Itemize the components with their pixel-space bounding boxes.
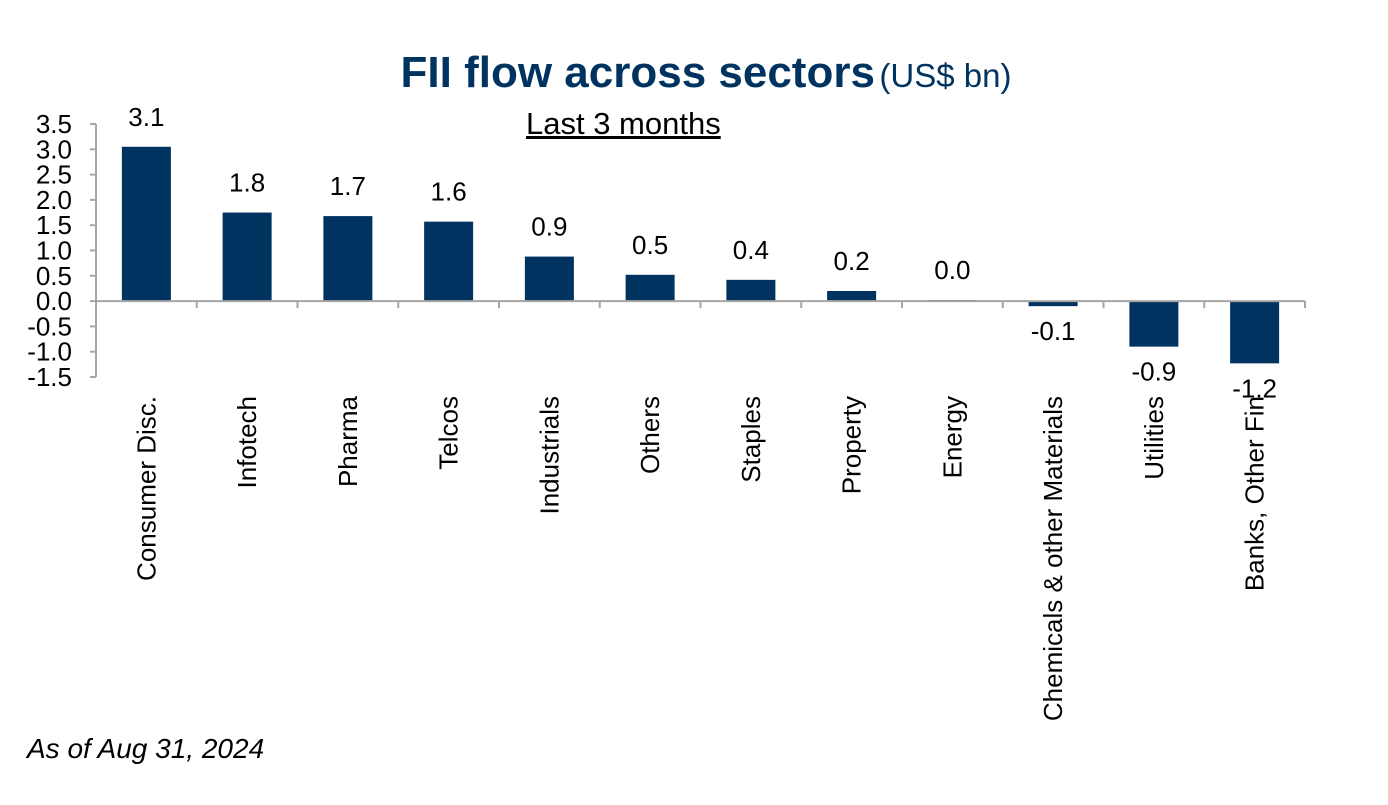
category-label: Consumer Disc. [131,396,161,581]
category-label: Energy [937,396,967,478]
bar [222,212,272,302]
chart-title: FII flow across sectors (US$ bn) [0,48,1388,98]
as-of-footnote: As of Aug 31, 2024 [27,733,265,764]
bar [323,216,373,302]
y-tick-label: -0.5 [27,311,72,341]
category-label: Utilities [1139,396,1169,480]
y-tick-label: -1.0 [27,337,72,367]
category-label: Telcos [434,396,464,470]
bar [827,290,877,302]
data-label: 0.9 [531,212,567,242]
y-tick-label: 3.0 [36,134,72,164]
category-label: Industrials [534,396,564,515]
data-label: 0.5 [632,230,668,260]
data-label: 1.7 [330,171,366,201]
bar [625,274,675,302]
chart-subtitle: Last 3 months [526,106,721,141]
chart-title-main: FII flow across sectors [400,48,875,97]
bar [1028,301,1078,307]
data-label: -0.1 [1031,316,1076,346]
y-tick-label: 1.0 [36,236,72,266]
y-tick-label: -1.5 [27,362,72,392]
data-label: 1.8 [229,168,265,198]
category-label: Staples [736,396,766,483]
category-label: Chemicals & other Materials [1038,396,1068,721]
y-tick-label: 3.5 [36,109,72,139]
data-label: -1.2 [1232,373,1277,403]
y-tick-label: 2.0 [36,185,72,215]
data-label: 1.6 [431,177,467,207]
bar [1129,301,1179,347]
bar [424,221,474,302]
bar [726,279,776,302]
category-label: Property [837,396,867,494]
category-label: Pharma [333,395,363,487]
bar [524,256,574,302]
category-label: Banks, Other Fin [1240,396,1270,591]
category-label: Others [635,396,665,474]
y-tick-label: 2.5 [36,160,72,190]
y-tick-label: 0.0 [36,286,72,316]
y-tick-label: 1.5 [36,210,72,240]
data-label: 3.1 [128,102,164,132]
category-label: Infotech [232,396,262,489]
bar [1230,301,1280,364]
data-label: 0.4 [733,235,769,265]
bar [121,146,171,302]
chart-title-unit: (US$ bn) [879,57,1012,94]
data-label: 0.0 [934,255,970,285]
y-tick-label: 0.5 [36,261,72,291]
data-label: -0.9 [1131,357,1176,387]
data-label: 0.2 [834,246,870,276]
